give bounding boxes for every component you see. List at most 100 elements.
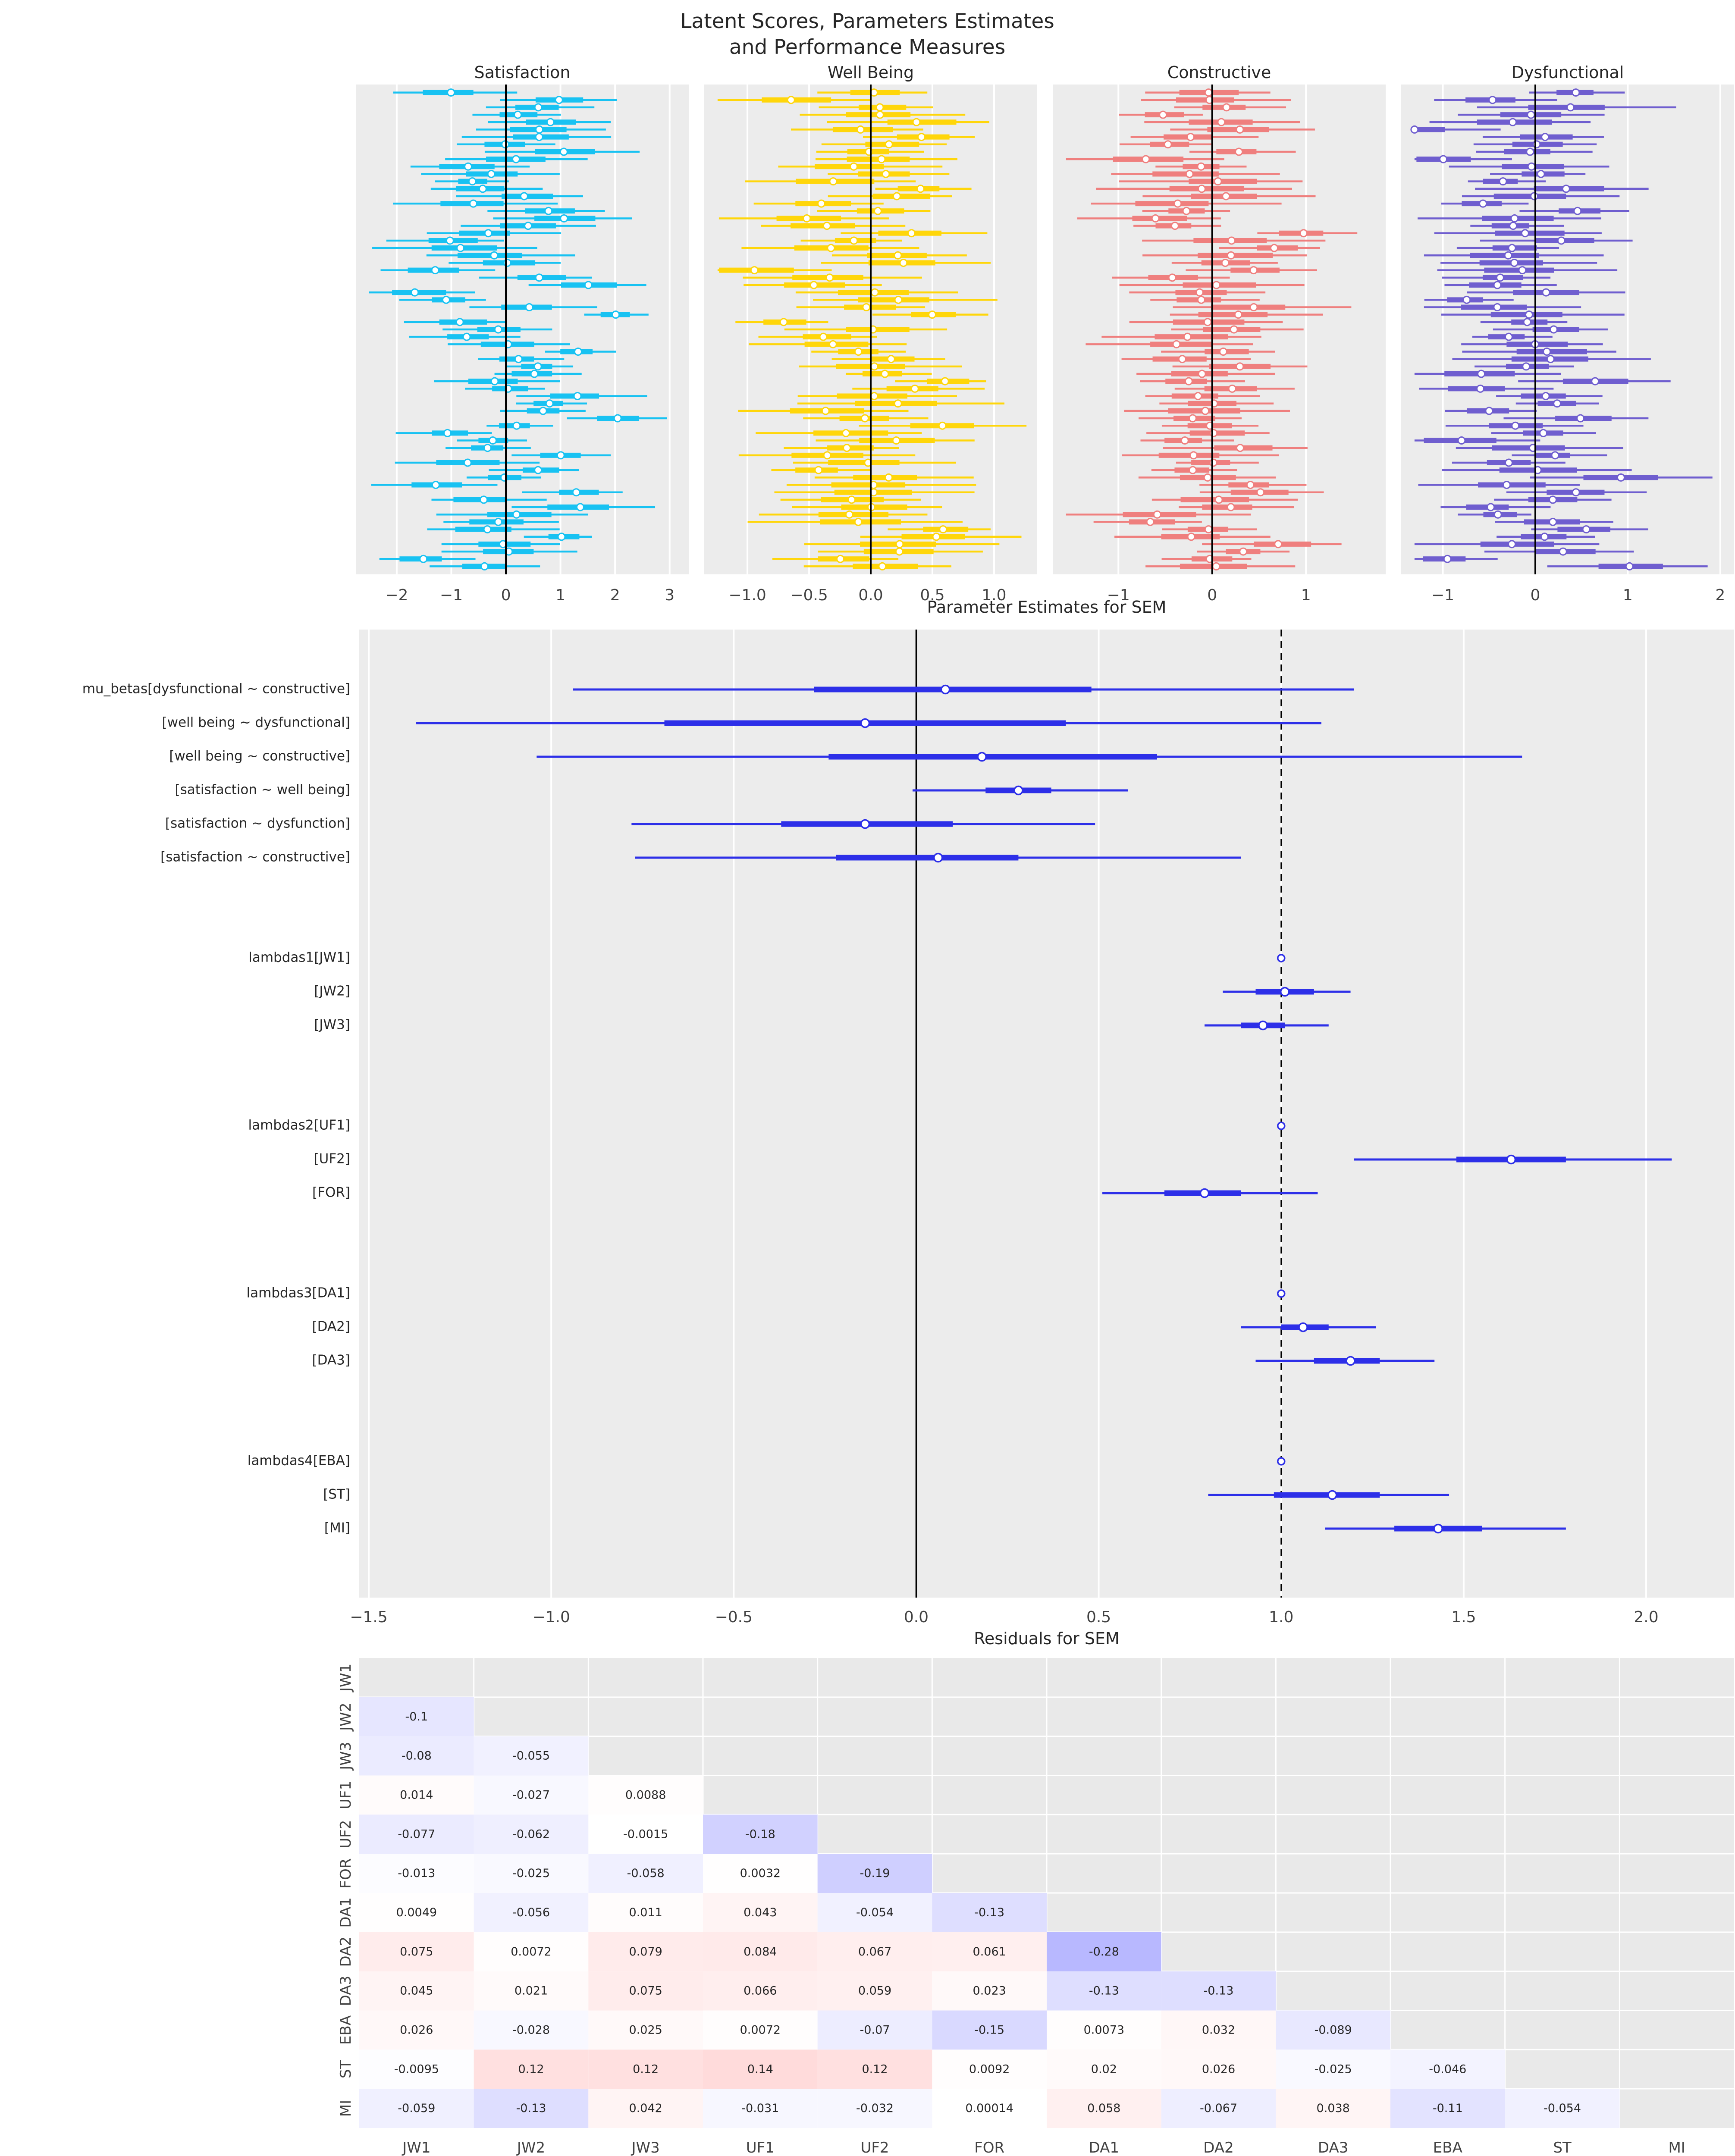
latent-interval-row xyxy=(1437,266,1618,275)
latent-interval-row xyxy=(1494,495,1612,504)
latent-interval-row xyxy=(815,155,957,163)
latent-interval-row xyxy=(860,533,1022,541)
heatmap-cell: -0.032 xyxy=(817,2089,932,2128)
median-marker xyxy=(1548,495,1557,504)
latent-interval-row xyxy=(1531,525,1648,534)
median-marker xyxy=(1228,384,1236,393)
median-marker xyxy=(1346,1356,1355,1366)
median-marker xyxy=(822,222,831,230)
latent-interval-row xyxy=(1467,288,1625,297)
latent-interval-row xyxy=(1219,244,1320,252)
median-marker xyxy=(1539,429,1547,437)
median-marker xyxy=(817,199,826,208)
latent-interval-row xyxy=(499,96,617,104)
latent-interval-row xyxy=(821,140,947,149)
latent-interval-row xyxy=(1120,140,1211,149)
median-marker xyxy=(1013,785,1023,796)
median-marker xyxy=(539,407,547,415)
latent-interval-row xyxy=(784,444,899,452)
heatmap-cell: -0.059 xyxy=(359,2089,474,2128)
heatmap-cell-value: -0.089 xyxy=(1315,2023,1352,2037)
panel-title-well-being: Well Being xyxy=(827,63,914,82)
panel-title-constructive: Constructive xyxy=(1167,63,1271,82)
latent-interval-row xyxy=(426,251,575,260)
latent-interval-row xyxy=(466,473,541,482)
heatmap-cell-value: 0.075 xyxy=(629,1984,662,1998)
heatmap-y-label: UF1 xyxy=(337,1781,355,1809)
heatmap-cell-value: 0.038 xyxy=(1317,2102,1350,2115)
median-marker xyxy=(878,562,887,570)
latent-interval-row xyxy=(371,481,498,489)
latent-interval-row xyxy=(1170,125,1315,134)
x-tick-label: −0.5 xyxy=(790,586,828,604)
latent-interval-row xyxy=(1096,185,1292,193)
median-marker xyxy=(1197,162,1205,171)
heatmap-cell-value: 0.032 xyxy=(1202,2023,1235,2037)
median-marker xyxy=(456,244,465,252)
median-marker xyxy=(850,236,858,245)
heatmap-cell: 0.059 xyxy=(817,1971,932,2011)
latent-interval-row xyxy=(1434,96,1557,104)
latent-interval-row xyxy=(1462,192,1620,201)
median-marker xyxy=(894,295,903,304)
latent-interval-row xyxy=(442,325,552,334)
median-marker xyxy=(892,192,901,201)
latent-interval-row xyxy=(1066,155,1224,163)
median-marker xyxy=(860,819,870,829)
median-marker xyxy=(860,718,870,728)
latent-interval-row xyxy=(811,348,906,356)
latent-interval-row xyxy=(1445,407,1537,415)
median-marker xyxy=(1439,155,1448,163)
forest-row-label: [FOR] xyxy=(312,1185,350,1200)
heatmap-y-label: MI xyxy=(337,2100,355,2117)
latent-interval-row xyxy=(1461,340,1603,348)
latent-interval-row xyxy=(1139,414,1242,423)
median-marker xyxy=(1537,169,1545,178)
heatmap-cell: -0.046 xyxy=(1390,2049,1505,2089)
x-tick-label: 1 xyxy=(1623,586,1633,604)
latent-interval-row xyxy=(486,103,595,112)
latent-interval-row xyxy=(1202,540,1342,548)
median-marker xyxy=(1221,258,1230,267)
median-marker xyxy=(1443,555,1452,563)
median-marker xyxy=(828,340,837,348)
median-marker xyxy=(1197,185,1206,193)
latent-interval-row xyxy=(804,540,1000,548)
latent-interval-row xyxy=(1138,473,1276,482)
latent-interval-row xyxy=(1119,177,1303,186)
median-marker xyxy=(1527,110,1535,119)
heatmap-y-label: DA2 xyxy=(337,1937,355,1967)
median-marker xyxy=(468,177,477,186)
latent-interval-row xyxy=(386,236,504,245)
median-marker xyxy=(500,473,508,482)
latent-interval-row xyxy=(1170,310,1323,319)
heatmap-cell-value: 0.0073 xyxy=(1084,2023,1124,2037)
latent-interval-row xyxy=(1477,103,1676,112)
latent-interval-row xyxy=(1186,266,1317,275)
forest-row-label: lambdas3[DA1] xyxy=(247,1285,350,1301)
median-marker xyxy=(895,547,904,556)
median-marker xyxy=(1582,525,1591,534)
heatmap-cell-value: 0.014 xyxy=(400,1788,433,1802)
median-marker xyxy=(1493,281,1502,289)
latent-interval-row xyxy=(863,133,975,141)
latent-interval-row xyxy=(753,199,884,208)
median-marker xyxy=(1562,185,1570,193)
median-marker xyxy=(1546,355,1555,364)
latent-interval-row xyxy=(1424,295,1514,304)
latent-interval-row xyxy=(1122,451,1279,460)
latent-interval-row xyxy=(797,399,1005,408)
forest-row: mu_betas[dysfunctional ~ constructive] xyxy=(82,681,1355,697)
latent-interval-row xyxy=(1086,340,1253,348)
latent-interval-row xyxy=(511,451,611,460)
latent-interval-row xyxy=(1518,377,1671,385)
median-marker xyxy=(544,207,553,215)
heatmap-cell: 0.14 xyxy=(703,2049,818,2089)
latent-interval-row xyxy=(1456,244,1559,252)
residual-heatmap: -0.1 -0.08 -0.055 0.014 -0.027 0.0088 -0.077 -0… xyxy=(337,1658,1734,2156)
median-marker xyxy=(1209,458,1217,467)
latent-interval-row xyxy=(584,310,649,319)
latent-interval-row xyxy=(1418,214,1601,222)
median-marker xyxy=(827,244,835,252)
heatmap-cell-value: 0.12 xyxy=(633,2062,659,2076)
